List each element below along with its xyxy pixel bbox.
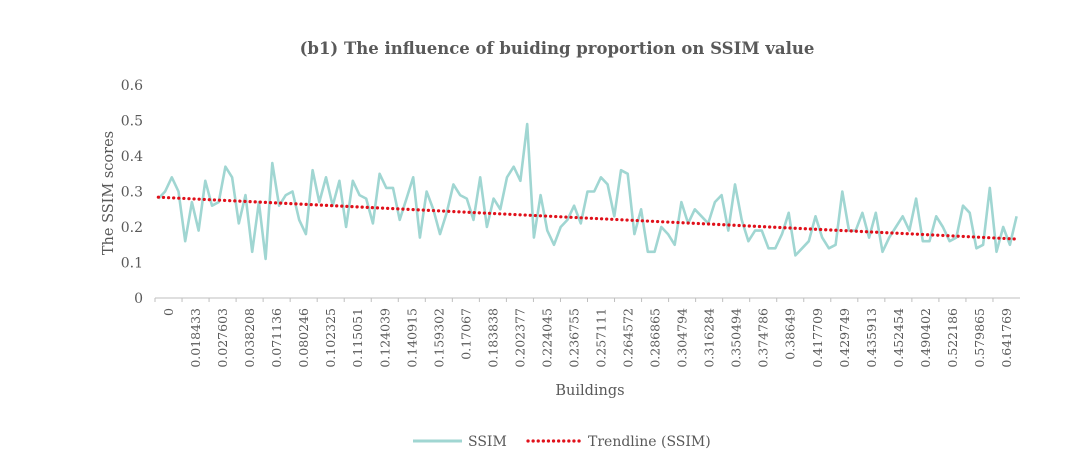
x-tick-label: 0.286865	[648, 308, 663, 368]
x-tick-label: 0.579865	[972, 308, 987, 368]
x-tick-label: 0.374786	[756, 308, 771, 368]
y-tick-label: 0.1	[121, 256, 143, 272]
x-tick-label: 0.316284	[702, 308, 717, 368]
x-tick-label: 0.304794	[675, 308, 690, 368]
y-axis-ticks: 0 0.1 0.2 0.3 0.4 0.5 0.6	[121, 78, 143, 307]
legend-label-trendline: Trendline (SSIM)	[588, 434, 711, 450]
x-tick-label: 0.183838	[485, 308, 500, 368]
x-tick-label: 0.452454	[891, 308, 906, 368]
x-tick-label: 0.522186	[945, 308, 960, 368]
series-line-ssim	[157, 122, 1018, 261]
x-tick-label: 0.071136	[269, 308, 284, 368]
y-tick-label: 0.4	[121, 149, 143, 165]
x-tick-label: 0.140915	[404, 308, 419, 368]
x-tick-label: 0.224045	[539, 308, 554, 368]
x-tick-label: 0.038208	[242, 308, 257, 368]
y-tick-label: 0	[134, 291, 143, 307]
x-tick-label: 0.018433	[188, 308, 203, 368]
y-tick-label: 0.5	[121, 114, 143, 130]
y-tick-label: 0.3	[121, 185, 143, 201]
x-tick-label: 0.429749	[837, 308, 852, 368]
x-tick-label: 0.417709	[810, 308, 825, 368]
x-tick-label: 0.350494	[729, 308, 744, 368]
chart-title: (b1) The influence of buiding proportion…	[300, 39, 815, 58]
x-tick-label: 0.102325	[323, 308, 338, 368]
x-tick-label: 0.080246	[296, 308, 311, 368]
x-tick-label: 0.264572	[621, 308, 636, 368]
x-tick-label: 0.38649	[783, 308, 798, 360]
x-tick-label: 0.490402	[918, 308, 933, 368]
x-tick-label: 0.159302	[431, 308, 446, 368]
y-axis-label: The SSIM scores	[101, 131, 117, 255]
x-tick-label: 0.641769	[999, 308, 1014, 368]
x-axis-label: Buildings	[555, 383, 624, 399]
x-tick-label: 0.202377	[512, 308, 527, 368]
x-tick-label: 0.115051	[350, 308, 365, 368]
x-tick-label: 0.435913	[864, 308, 879, 368]
x-tick-label: 0.027603	[215, 308, 230, 368]
y-tick-label: 0.2	[121, 220, 143, 236]
plot-area	[156, 122, 1019, 261]
x-tick-label: 0	[161, 308, 176, 316]
x-tick-label: 0.257111	[594, 308, 609, 368]
trendline-ssim	[156, 195, 1019, 241]
x-tick-label: 0.236755	[566, 308, 581, 368]
legend-label-ssim: SSIM	[468, 434, 507, 450]
x-axis-ticks: 0 0.018433 0.027603 0.038208 0.071136 0.08024…	[154, 298, 1014, 368]
y-tick-label: 0.6	[121, 78, 143, 94]
x-tick-label: 0.17067	[458, 308, 473, 360]
legend: SSIM Trendline (SSIM)	[413, 434, 711, 450]
x-tick-label: 0.124039	[377, 308, 392, 368]
